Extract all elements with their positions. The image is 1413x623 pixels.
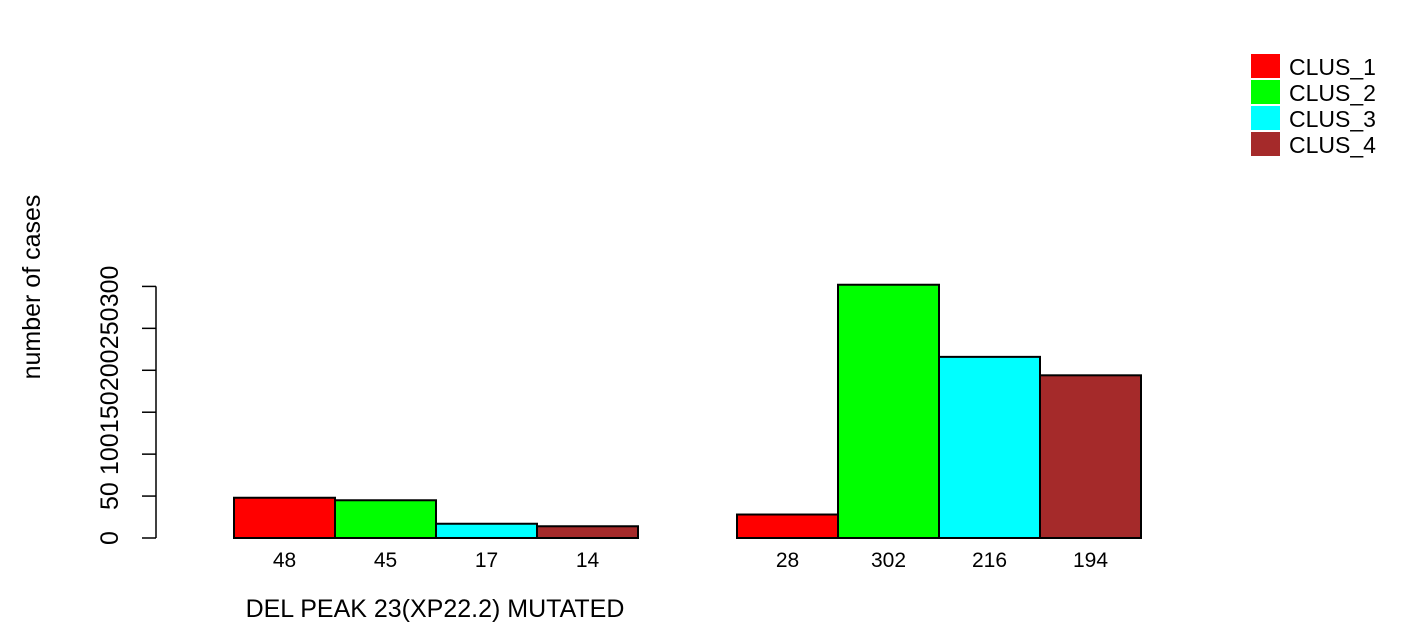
y-tick-label: 250 xyxy=(96,307,124,349)
bar-value-label: 302 xyxy=(871,549,906,572)
legend-label: CLUS_2 xyxy=(1289,80,1376,106)
bar-value-label: 45 xyxy=(374,549,397,572)
y-tick-label: 200 xyxy=(96,349,124,391)
value-labels: 48 45 17 14 28 302 216 194 xyxy=(273,549,1109,572)
bar xyxy=(435,522,538,539)
bar xyxy=(736,513,839,540)
bar-value-label: 194 xyxy=(1073,549,1108,572)
legend-swatch xyxy=(1251,132,1280,156)
group-label: DEL PEAK 23(XP22.2) MUTATED xyxy=(246,595,625,623)
bar-value-label: 28 xyxy=(776,549,799,572)
bar-value-label: 14 xyxy=(576,549,600,572)
bar xyxy=(837,283,940,539)
y-axis-label: number of cases xyxy=(18,195,46,380)
bar-value-label: 48 xyxy=(273,549,296,572)
bar xyxy=(938,355,1041,539)
bar xyxy=(1039,374,1142,540)
y-tick-label: 300 xyxy=(96,266,124,308)
group-labels: DEL PEAK 23(XP22.2) MUTATED xyxy=(246,595,625,623)
legend-swatch xyxy=(1251,80,1280,104)
legend-swatch xyxy=(1251,54,1280,78)
y-tick-label: 50 xyxy=(96,482,124,510)
y-tick-label: 100 xyxy=(96,433,124,475)
bar xyxy=(536,525,639,539)
bar-value-label: 17 xyxy=(475,549,498,572)
bar xyxy=(233,496,336,539)
legend-swatch xyxy=(1251,106,1280,130)
bar-value-label: 216 xyxy=(972,549,1007,572)
y-tick-label: 0 xyxy=(96,531,124,545)
legend-label: CLUS_3 xyxy=(1289,106,1376,132)
bars xyxy=(233,283,1142,540)
bar xyxy=(334,499,437,539)
legend-label: CLUS_4 xyxy=(1289,132,1376,158)
legend-label: CLUS_1 xyxy=(1289,54,1376,80)
y-tick-label: 150 xyxy=(96,391,124,433)
